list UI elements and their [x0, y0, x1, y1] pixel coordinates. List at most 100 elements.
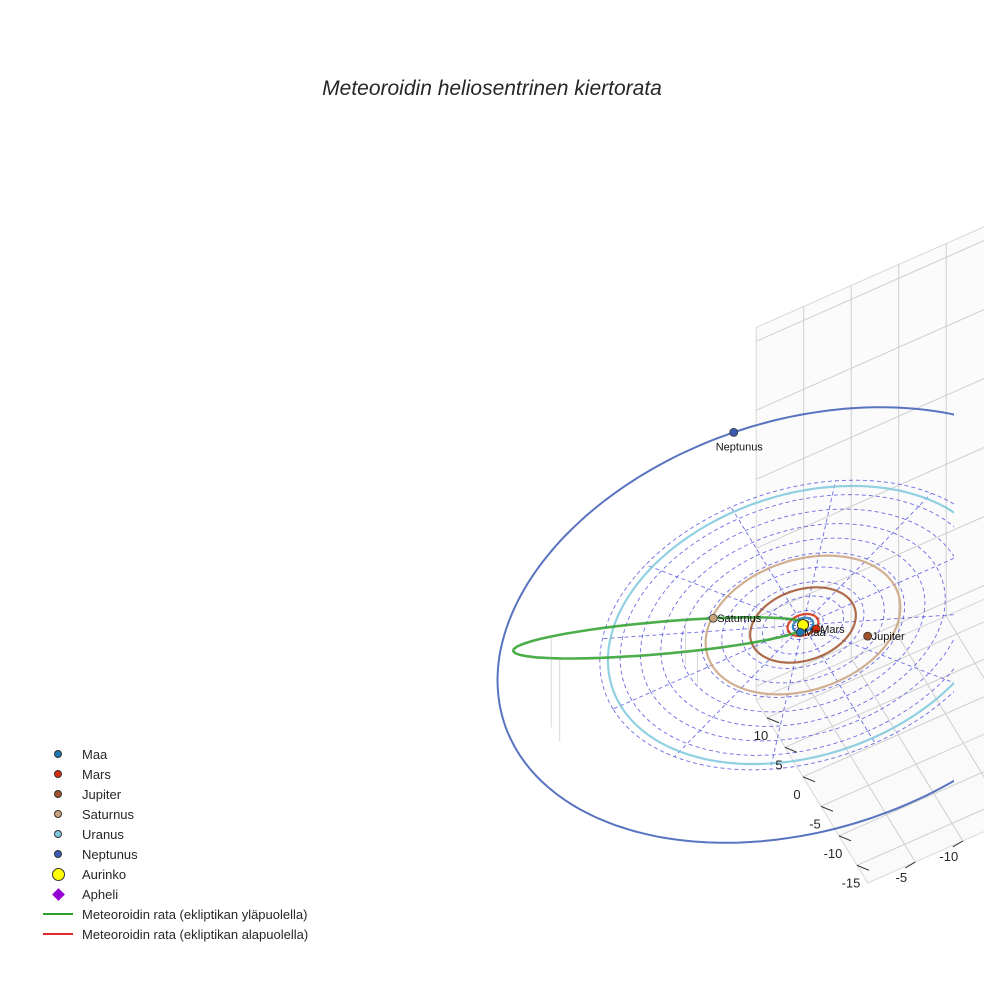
y-tick	[856, 864, 870, 871]
ecliptic-grid-circle	[721, 566, 885, 684]
legend-marker	[40, 844, 76, 864]
ecliptic-grid-spoke	[730, 506, 804, 626]
planet-neptunus	[729, 427, 739, 437]
scene	[496, 406, 954, 844]
orbit-uranus	[606, 484, 954, 766]
legend-marker	[40, 824, 76, 844]
y-tick-label: 5	[775, 757, 782, 772]
y-gridline	[838, 771, 984, 837]
x-tick-label: -10	[939, 849, 958, 864]
planet-label-neptunus: Neptunus	[716, 441, 764, 453]
legend-item: Meteoroidin rata (ekliptikan alapuolella…	[40, 924, 308, 944]
y-tick-label: -15	[842, 875, 861, 890]
ecliptic-grid-circle	[660, 523, 946, 727]
legend-swatch	[54, 810, 62, 818]
z-gridline	[755, 447, 984, 549]
chart-title: Meteoroidin heliosentrinen kiertorata	[322, 77, 662, 100]
planet-label-maa: Maa	[804, 627, 826, 639]
ecliptic-grid-spoke	[645, 564, 804, 626]
orbit-neptunus	[496, 406, 954, 844]
legend-swatch	[51, 867, 65, 881]
ecliptic-grid-spoke	[802, 480, 837, 626]
legend-marker	[40, 884, 76, 904]
legend-item: Apheli	[40, 884, 308, 904]
legend-swatch	[54, 850, 62, 858]
floor-pane	[755, 598, 984, 884]
x-tick	[952, 840, 964, 848]
legend-item: Aurinko	[40, 864, 308, 884]
legend-label: Jupiter	[82, 786, 122, 802]
orbit-jupiter	[749, 586, 857, 664]
legend-label: Meteoroidin rata (ekliptikan alapuolella…	[82, 926, 309, 942]
y-tick-label: -5	[809, 816, 821, 831]
y-tick-label: -10	[824, 846, 843, 861]
legend-swatch	[43, 913, 73, 915]
z-gridline	[755, 309, 984, 411]
legend-label: Saturnus	[82, 806, 135, 822]
ecliptic-grid-spoke	[602, 624, 804, 640]
legend-item: Mars	[40, 764, 308, 784]
z-gridline	[755, 516, 984, 618]
legend-item: Maa	[40, 744, 308, 764]
legend-marker	[40, 804, 76, 824]
legend: Maa Mars Jupiter Saturnus Uranus Neptunus Auri…	[40, 744, 308, 944]
ecliptic-grid-spoke	[802, 624, 876, 744]
x-tick-label: -5	[896, 870, 908, 885]
ecliptic-grid-spoke	[802, 614, 954, 626]
legend-item: Meteoroidin rata (ekliptikan yläpuolella…	[40, 904, 308, 924]
ecliptic-grid-spoke	[674, 624, 804, 758]
legend-swatch	[54, 750, 62, 758]
planet-label-saturnus: Saturnus	[717, 613, 762, 625]
y-tick	[784, 746, 798, 753]
legend-swatch	[54, 770, 62, 778]
legend-label: Meteoroidin rata (ekliptikan yläpuolella…	[82, 906, 308, 922]
z-gridline	[755, 378, 984, 480]
axis-panes	[755, 226, 984, 884]
legend-swatch	[54, 790, 62, 798]
legend-swatch	[43, 933, 73, 935]
legend-item: Jupiter	[40, 784, 308, 804]
x-gridline	[803, 306, 916, 863]
x-tick	[905, 861, 916, 869]
legend-marker	[40, 744, 76, 764]
legend-label: Uranus	[82, 826, 124, 842]
legend-label: Apheli	[82, 886, 119, 902]
legend-label: Neptunus	[82, 846, 138, 862]
x-gridline	[945, 243, 984, 680]
planet-label-mars: Mars	[820, 624, 845, 636]
legend-label: Maa	[82, 746, 108, 762]
legend-item: Saturnus	[40, 804, 308, 824]
planet-mars	[811, 624, 821, 634]
y-tick-label: 10	[754, 728, 768, 743]
planet-saturnus	[708, 613, 718, 623]
orbit-saturnus	[704, 554, 902, 696]
z-gridline	[755, 240, 984, 342]
legend-swatch	[51, 887, 65, 901]
x-gridline	[898, 264, 984, 778]
planet-maa	[795, 627, 805, 637]
legend-marker	[40, 864, 76, 884]
y-gridline	[784, 658, 984, 748]
legend-label: Aurinko	[82, 866, 127, 882]
legend-marker	[40, 784, 76, 804]
planet-label-jupiter: Jupiter	[872, 631, 905, 643]
legend-marker	[40, 924, 76, 944]
ecliptic-grid-spoke	[802, 492, 932, 626]
x-gridline	[850, 285, 964, 842]
y-tick	[802, 776, 816, 783]
legend-item: Neptunus	[40, 844, 308, 864]
y-tick-label: 0	[793, 787, 800, 802]
y-tick	[838, 835, 852, 842]
legend-swatch	[54, 830, 62, 838]
y-gridline	[820, 733, 984, 807]
z-gridline	[755, 585, 984, 687]
y-gridline	[856, 808, 984, 866]
legend-marker	[40, 764, 76, 784]
y-gridline	[766, 621, 984, 719]
y-tick	[766, 717, 780, 724]
ecliptic-grid-spoke	[769, 624, 804, 770]
y-tick	[820, 805, 834, 812]
